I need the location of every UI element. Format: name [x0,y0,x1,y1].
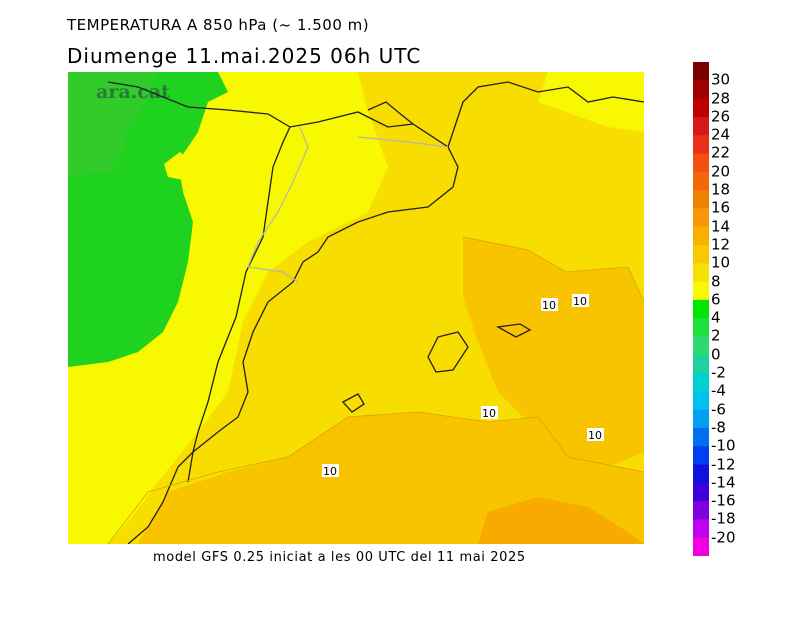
field-yellow-pocket [164,152,198,180]
scale-swatch [693,373,709,392]
region-borders [247,126,449,283]
scale-label: 2 [711,326,721,345]
scale-swatch [693,537,709,556]
scale-swatch [693,519,709,539]
contour-label: 10 [323,465,337,478]
scale-swatch [693,501,709,520]
color-scale-labels: 30 28 26 24 22 20 18 16 14 12 10 8 6 4 2 0 -2 -4 -6 -8 -10 -1… [711,62,771,556]
scale-swatch [693,336,709,356]
field-green-dark [68,72,158,177]
scale-label: 0 [711,345,721,364]
contour-label: 10 [588,429,602,442]
scale-label: 14 [711,217,731,236]
scale-swatch [693,427,709,447]
scale-label: -6 [711,400,726,419]
scale-swatch [693,354,709,374]
scale-label: 30 [711,70,731,89]
field-orange-south [478,497,644,544]
scale-swatch [693,226,709,246]
map-title: TEMPERATURA A 850 hPa (~ 1.500 m) [67,16,370,34]
scale-swatch [693,80,709,100]
scale-label: 18 [711,180,731,199]
scale-label: 22 [711,143,731,162]
contour-10 [107,236,644,544]
scale-label: 20 [711,162,731,181]
scale-label: 26 [711,107,731,126]
map-subtitle: Diumenge 11.mai.2025 06h UTC [67,44,422,68]
scale-label: -12 [711,455,736,474]
scale-label: 10 [711,253,731,272]
scale-swatch [693,171,709,191]
scale-label: 12 [711,235,731,254]
contour-label: 10 [573,295,587,308]
field-amber-east [463,237,644,467]
coastlines [107,81,644,544]
scale-swatch [693,299,709,319]
scale-swatch [693,135,709,154]
scale-label: 8 [711,272,721,291]
color-scale-bar [693,62,709,556]
scale-label: -4 [711,381,726,400]
scale-swatch [693,190,709,209]
scale-swatch [693,464,709,484]
scale-swatch [693,62,709,81]
model-info: model GFS 0.25 iniciat a les 00 UTC del … [153,550,526,565]
temperature-map: ara.cat 10 10 10 10 10 [68,72,644,544]
scale-swatch [693,318,709,337]
contour-labels: 10 10 10 10 10 [322,294,604,478]
scale-label: 16 [711,198,731,217]
scale-swatch [693,98,709,118]
scale-swatch [693,281,709,301]
scale-label: -14 [711,473,736,492]
scale-swatch [693,116,709,136]
contour-label: 10 [482,407,496,420]
scale-label: -2 [711,363,726,382]
scale-label: -20 [711,528,736,547]
scale-label: -16 [711,491,736,510]
scale-swatch [693,446,709,466]
scale-swatch [693,482,709,502]
scale-label: 6 [711,290,721,309]
scale-swatch [693,153,709,173]
araca-watermark: ara.cat [96,81,170,103]
scale-label: 4 [711,308,721,327]
scale-swatch [693,263,709,283]
scale-swatch [693,391,709,411]
scale-label: -10 [711,436,736,455]
scale-swatch [693,208,709,228]
contour-label: 10 [542,299,556,312]
scale-label: -8 [711,418,726,437]
scale-label: 28 [711,89,731,108]
scale-label: -18 [711,509,736,528]
scale-swatch [693,244,709,264]
scale-label: 24 [711,125,731,144]
scale-swatch [693,409,709,429]
